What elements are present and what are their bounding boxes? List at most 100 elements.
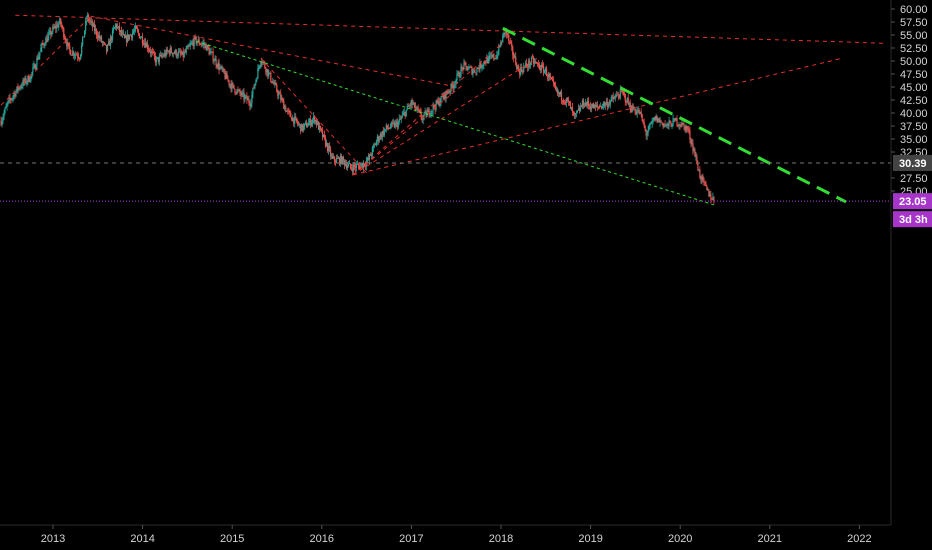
candle-body xyxy=(453,84,455,89)
candle-body xyxy=(335,158,338,163)
candle-body xyxy=(157,57,159,62)
candle-body xyxy=(564,102,567,104)
candle-body xyxy=(19,86,21,88)
candle-body xyxy=(340,155,343,164)
candle-body xyxy=(291,117,293,121)
candle-body xyxy=(445,90,447,99)
candle-body xyxy=(110,37,113,40)
candle-body xyxy=(140,36,143,38)
candle-body xyxy=(245,95,247,97)
candle-body xyxy=(645,130,647,136)
candle-body xyxy=(480,62,482,68)
candle-body xyxy=(658,118,660,123)
candle-body xyxy=(45,38,47,46)
candle-body xyxy=(644,126,646,131)
candle-body xyxy=(347,164,350,167)
candle-body xyxy=(558,92,561,95)
candle-body xyxy=(463,62,465,70)
candle-body xyxy=(368,154,370,160)
candle-body xyxy=(350,167,353,169)
candle-body xyxy=(113,27,116,29)
candle-body xyxy=(2,117,4,121)
candle-body xyxy=(680,125,682,127)
candle-body xyxy=(623,92,625,95)
candle-body xyxy=(358,165,361,169)
candle-body xyxy=(62,26,64,29)
candle-body xyxy=(154,56,156,63)
candle-body xyxy=(27,75,29,82)
candle-body xyxy=(58,23,60,28)
candle-body xyxy=(672,118,674,127)
candle-body xyxy=(298,124,300,125)
candle-body xyxy=(477,67,479,69)
candle-body xyxy=(430,111,432,115)
candle-body xyxy=(362,163,365,169)
candle-body xyxy=(232,83,234,85)
candle-body xyxy=(611,96,613,98)
time-axis[interactable]: 2013 2014 2015 2016 2017 2018 2019 2020 2021 2022 xyxy=(41,525,872,545)
candle-body xyxy=(328,146,331,149)
candle-body xyxy=(80,54,82,59)
candle-body xyxy=(215,58,217,66)
candle-body xyxy=(682,122,684,124)
candle-body xyxy=(569,102,572,110)
candle-body xyxy=(73,51,75,56)
candle-body xyxy=(610,97,612,101)
candle-body xyxy=(710,194,712,200)
candle-body xyxy=(621,90,623,92)
candle-body xyxy=(33,64,35,68)
candle-body xyxy=(85,20,87,31)
candle-body xyxy=(479,62,481,70)
candle-body xyxy=(424,111,426,113)
candle-body xyxy=(488,55,490,63)
candle-body xyxy=(229,84,231,85)
candle-body xyxy=(535,61,537,63)
candle-body xyxy=(179,51,181,54)
candle-body xyxy=(300,124,302,132)
candle-body xyxy=(322,134,325,138)
candle-body xyxy=(650,123,652,125)
candle-body xyxy=(712,197,714,200)
candle-body xyxy=(600,106,602,109)
candle-body xyxy=(389,127,391,129)
candle-body xyxy=(281,98,283,101)
candle-body xyxy=(464,62,466,64)
price-badges: 30.39 23.05 3d 3h xyxy=(893,154,932,228)
candle-body xyxy=(494,58,496,60)
candle-body xyxy=(71,55,73,56)
candle-body xyxy=(387,128,389,129)
candle-body xyxy=(274,83,276,85)
candle-body xyxy=(475,72,477,74)
candle-body xyxy=(218,62,220,70)
candle-body xyxy=(293,117,295,124)
candle-body xyxy=(111,30,114,40)
candle-body xyxy=(613,98,615,100)
candle-body xyxy=(616,94,618,96)
candle-body xyxy=(413,102,415,105)
candle-body xyxy=(688,129,690,131)
candle-body xyxy=(13,93,15,97)
candle-body xyxy=(346,166,349,168)
candle-body xyxy=(379,134,381,139)
candle-body xyxy=(290,112,292,118)
candle-body xyxy=(217,62,219,68)
candle-body xyxy=(427,109,429,112)
candle-body xyxy=(585,102,588,106)
candle-body xyxy=(124,35,127,39)
candle-body xyxy=(56,24,58,29)
candle-body xyxy=(76,54,78,56)
candle-body xyxy=(690,139,692,144)
candle-body xyxy=(521,67,523,71)
candle-body xyxy=(283,100,285,109)
candle-body xyxy=(91,21,93,23)
candle-body xyxy=(646,133,648,136)
candle-body xyxy=(619,89,621,98)
candle-body xyxy=(355,164,358,168)
candle-body xyxy=(575,112,578,114)
price-axis[interactable]: 60.0057.5055.0052.5050.0047.5045.0042.50… xyxy=(891,4,928,198)
candle-body xyxy=(270,72,272,82)
candle-body xyxy=(331,155,334,159)
candle-body xyxy=(517,66,519,70)
candle-body xyxy=(39,51,41,56)
